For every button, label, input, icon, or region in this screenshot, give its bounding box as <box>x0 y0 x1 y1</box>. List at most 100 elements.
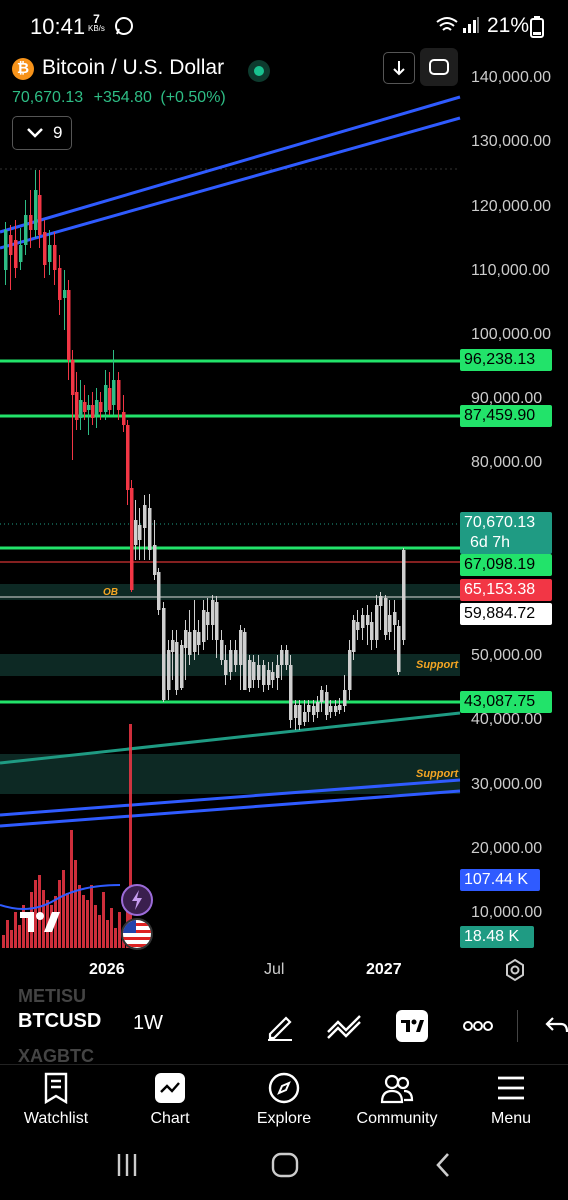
chart-settings-icon[interactable] <box>503 958 527 982</box>
lightning-icon <box>132 890 142 910</box>
price-axis-label: 80,000.00 <box>471 454 543 471</box>
symbol-title[interactable]: Bitcoin / U.S. Dollar <box>42 56 225 79</box>
symbol-scroller-prev[interactable]: METISU <box>18 986 87 1006</box>
volume-bar <box>118 912 121 948</box>
nav-chart[interactable]: Chart <box>115 1072 225 1128</box>
more-options-icon[interactable] <box>462 1016 494 1036</box>
candle-body <box>248 660 252 688</box>
status-time: 10:41 <box>30 14 86 39</box>
nav-chart-label: Chart <box>150 1110 190 1127</box>
nav-divider <box>0 1064 568 1065</box>
candle-body <box>280 650 284 665</box>
candle-body <box>393 612 397 625</box>
candle-body <box>19 245 23 262</box>
us-flag-icon <box>123 920 151 948</box>
candle-body <box>91 405 95 418</box>
volume-bar <box>2 935 5 948</box>
tradingview-logo <box>18 908 60 938</box>
candle-body <box>193 630 197 652</box>
us-economic-event-button[interactable] <box>121 918 153 950</box>
volume-bar <box>42 890 45 948</box>
candle-body <box>87 405 91 410</box>
symbol-selector[interactable]: BTCUSD <box>18 1010 102 1032</box>
volume-bar <box>90 885 93 948</box>
price-axis-label: 120,000.00 <box>471 198 552 215</box>
interval-selector[interactable]: 1W <box>133 1012 163 1034</box>
candle-body <box>162 608 166 700</box>
battery-percent: 21% <box>487 14 530 37</box>
volume-bar <box>94 905 97 948</box>
candle-body <box>58 268 62 300</box>
candle-body <box>184 630 188 648</box>
candle-body <box>9 235 13 255</box>
event-lightning-button[interactable] <box>121 884 153 916</box>
candle-body <box>276 665 280 678</box>
volume-tag: 107.44 K <box>460 869 540 891</box>
nav-menu[interactable]: Menu <box>456 1072 566 1128</box>
price-axis-label: 130,000.00 <box>471 133 552 150</box>
candle-body <box>202 610 206 642</box>
candle-body <box>126 425 130 490</box>
candle-body <box>117 380 121 410</box>
indicators-toggle[interactable]: 9 <box>12 116 72 150</box>
support-label-2: Support <box>416 768 459 780</box>
trendline-teal <box>0 711 461 765</box>
nav-watchlist[interactable]: Watchlist <box>1 1072 111 1128</box>
volume-bar <box>6 920 9 948</box>
candle-body <box>257 665 261 680</box>
price-axis-label: 140,000.00 <box>471 69 552 86</box>
candle-body <box>138 525 142 540</box>
volume-bar <box>26 918 29 948</box>
price-axis-label: 90,000.00 <box>471 390 543 407</box>
trendline-upper-1 <box>0 95 461 234</box>
chevron-down-icon <box>27 128 43 138</box>
candle-body <box>343 690 347 706</box>
candle-body <box>379 596 383 606</box>
candle-countdown: 6d 7h <box>470 534 511 551</box>
candle-body <box>79 400 83 418</box>
symbol-scroller-next[interactable]: XAGBTC <box>18 1046 94 1066</box>
volume-bar <box>129 724 132 948</box>
recent-apps-icon[interactable] <box>115 1150 139 1180</box>
nav-community[interactable]: Community <box>342 1072 452 1128</box>
price-axis-label: 10,000.00 <box>471 904 543 921</box>
wifi-icon <box>436 17 458 31</box>
candle-body <box>285 650 289 665</box>
price-chart[interactable] <box>0 0 568 990</box>
fullscreen-button[interactable] <box>420 48 458 86</box>
undo-icon[interactable] <box>541 1012 568 1040</box>
tradingview-icon <box>401 1019 424 1032</box>
candle-body <box>48 245 52 262</box>
candle-body <box>95 400 99 415</box>
volume-bar <box>66 893 69 948</box>
home-icon[interactable] <box>270 1150 300 1180</box>
nav-explore[interactable]: Explore <box>229 1072 339 1128</box>
trendline-lower-1 <box>0 778 461 817</box>
indicators-icon[interactable] <box>326 1012 362 1040</box>
candle-body <box>366 615 370 625</box>
network-speed-unit: KB/s <box>88 24 105 33</box>
tradingview-app-button[interactable] <box>396 1010 428 1042</box>
volume-bar <box>10 930 13 948</box>
candle-body <box>397 626 401 672</box>
price-axis-label: 50,000.00 <box>471 647 543 664</box>
battery-icon <box>530 16 544 38</box>
candle-body <box>14 240 18 268</box>
volume-bar <box>74 860 77 948</box>
candle-body <box>320 690 324 702</box>
network-speed-value: 7 <box>93 12 100 26</box>
drawing-pen-icon[interactable] <box>264 1010 296 1042</box>
back-icon[interactable] <box>432 1150 456 1180</box>
whatsapp-icon <box>115 17 133 35</box>
price-tag-59884: 59,884.72 <box>460 603 552 625</box>
price-tag-67098: 67,098.19 <box>460 554 552 576</box>
candle-body <box>234 650 238 665</box>
volume-bar <box>86 900 89 948</box>
tradingview-logo-icon <box>20 912 60 932</box>
download-button[interactable] <box>383 52 415 84</box>
volume-bar <box>102 892 105 948</box>
candle-body <box>104 385 108 412</box>
candle-body <box>312 706 316 715</box>
chart-icon <box>155 1073 185 1103</box>
candle-body <box>402 550 406 640</box>
